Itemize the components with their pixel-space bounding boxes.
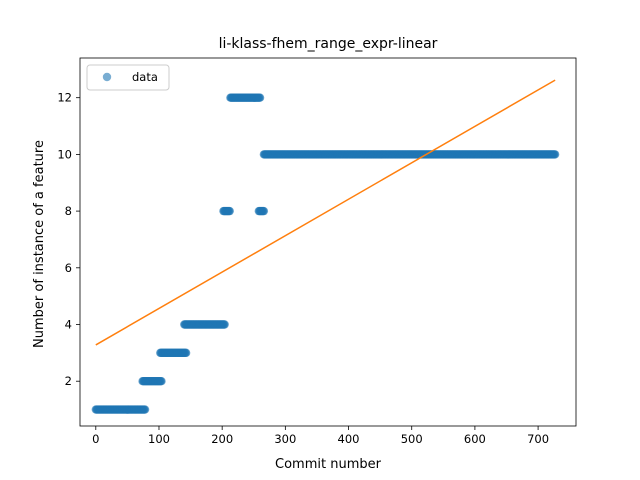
x-tick-label: 0 [92, 432, 99, 446]
axes-frame [79, 57, 577, 427]
data-point [259, 206, 269, 216]
y-tick-label: 2 [65, 374, 72, 388]
data-point [157, 377, 166, 386]
data-point [255, 93, 265, 102]
y-tick-label: 12 [57, 91, 72, 105]
y-tick-label: 4 [65, 318, 72, 332]
x-tick-label: 200 [211, 432, 233, 446]
x-tick-label: 600 [464, 432, 486, 446]
x-tick-label: 700 [527, 432, 549, 446]
plot-area [91, 79, 560, 414]
x-tick-label: 500 [401, 432, 423, 446]
legend: data [86, 64, 170, 91]
x-tick-label: 100 [148, 432, 170, 446]
legend-marker [102, 72, 112, 82]
axes: 0 100 200 300 400 500 600 700 2 4 6 8 10 12 [57, 57, 577, 446]
legend-box [86, 64, 170, 91]
data-point [181, 348, 191, 358]
y-tick-label: 10 [57, 147, 72, 161]
y-axis-label: Number of instance of a feature [32, 140, 47, 348]
x-tick-label: 300 [274, 432, 296, 446]
data-point [220, 320, 229, 329]
x-tick-label: 400 [338, 432, 360, 446]
y-tick-label: 6 [65, 261, 72, 275]
data-point [550, 150, 560, 159]
data-point [225, 206, 234, 216]
data-point [140, 405, 150, 414]
data-points [91, 93, 560, 414]
legend-label: data [132, 70, 158, 84]
x-axis-label: Commit number [275, 457, 382, 472]
y-tick-label: 8 [65, 204, 72, 218]
chart-title: li-klass-fhem_range_expr-linear [219, 36, 438, 52]
fit-line [95, 79, 556, 346]
